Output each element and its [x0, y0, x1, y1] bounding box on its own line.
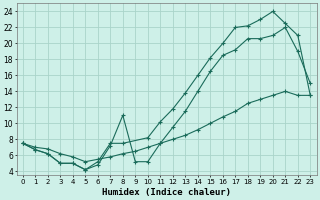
X-axis label: Humidex (Indice chaleur): Humidex (Indice chaleur)	[102, 188, 231, 197]
